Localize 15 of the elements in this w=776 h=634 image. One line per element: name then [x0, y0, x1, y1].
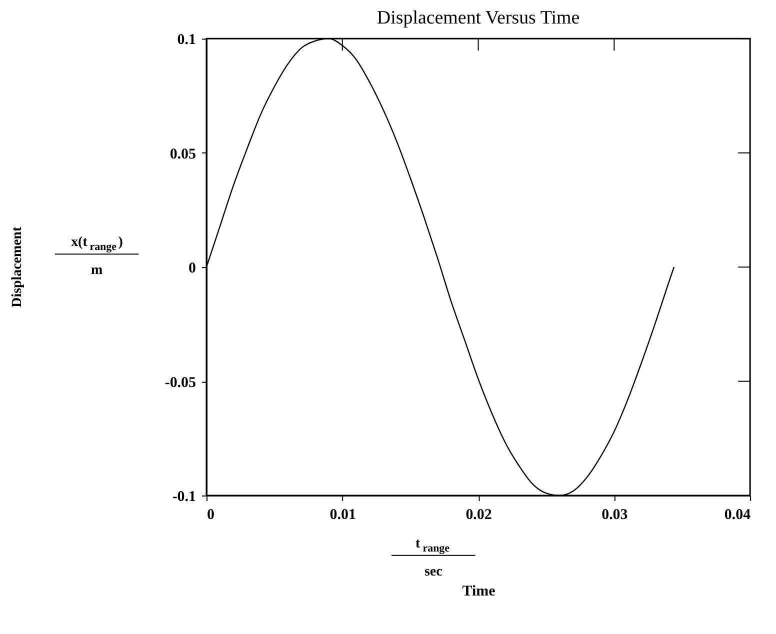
- x-tick-label: 0.04: [724, 506, 752, 523]
- y-tick-label: 0.05: [170, 146, 196, 162]
- x-tick-label: 0.01: [330, 506, 356, 523]
- text: m: [90, 263, 103, 278]
- y-tick-label: 0.1: [177, 32, 196, 48]
- x-tick-label: 0: [206, 506, 214, 523]
- y-tick-label: -0.05: [164, 374, 196, 391]
- text: sec: [424, 564, 442, 580]
- x-axis-title: Time: [462, 584, 496, 600]
- y-tick-label: 0: [188, 260, 196, 277]
- text: Displacement: [10, 226, 25, 308]
- chart-title: Displacement Versus Time: [376, 8, 580, 29]
- y-tick-label: -0.1: [172, 488, 196, 505]
- x-tick-label: 0.02: [466, 506, 492, 523]
- x-tick-label: 0.03: [602, 506, 628, 523]
